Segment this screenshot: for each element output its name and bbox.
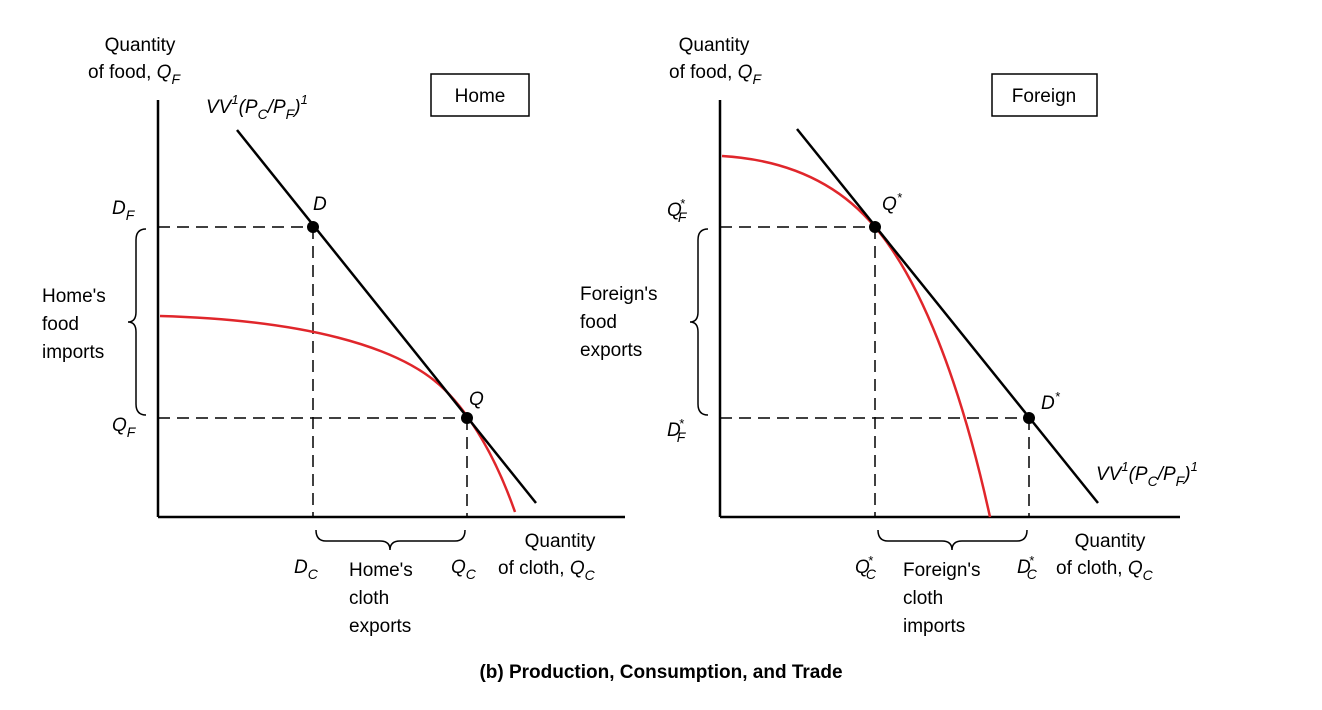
foreign-title-box [991,73,1098,117]
foreign-cloth-imports-bracket [877,529,1028,551]
foreign-point-d [1023,412,1035,424]
home-bottom-bracket-line3: exports [349,616,411,637]
home-x-axis-title-line1: Quantity [525,531,596,552]
home-title: Home [455,86,506,107]
foreign-x-axis-title-line1: Quantity [1075,531,1146,552]
home-x-axis-title-line2: of cloth, QC [498,558,596,583]
home-side-bracket-line2: food [42,314,79,335]
foreign-side-bracket-line1: Foreign's [580,284,658,305]
home-cloth-exports-bracket [315,529,466,551]
foreign-bottom-bracket-line1: Foreign's [903,560,981,581]
foreign-panel: Foreign Quantity of food, QF VV1(PC/PF)1… [580,35,1198,637]
foreign-x-axis-title-line2: of cloth, QC [1056,558,1154,583]
home-ppf-curve [159,314,517,513]
home-title-box [430,73,530,117]
figure-caption: (b) Production, Consumption, and Trade [479,662,842,683]
foreign-side-bracket-line2: food [580,312,617,333]
foreign-y-axis-title-line1: Quantity [679,35,750,56]
home-x-tick-dc: DC [294,557,319,582]
home-point-d-label: D [313,194,327,215]
home-point-d [307,221,319,233]
home-panel: Home Quantity of food, QF VV1(PC/PF)1 D … [42,35,625,637]
foreign-food-exports-bracket [689,228,709,416]
home-bottom-bracket-line2: cloth [349,588,389,609]
foreign-y-tick-qf: Q* F [667,196,688,225]
home-budget-line [236,129,537,504]
foreign-x-tick-qc: Q* C [855,553,877,582]
foreign-y-tick-df: D* F [667,416,687,445]
home-point-q [461,412,473,424]
foreign-bottom-bracket-line2: cloth [903,588,943,609]
foreign-ppf-curve [721,154,992,518]
home-bottom-bracket-line1: Home's [349,560,413,581]
home-y-axis-title-line1: Quantity [105,35,176,56]
foreign-budget-line [796,128,1099,504]
foreign-bottom-bracket-line3: imports [903,616,965,637]
home-food-imports-bracket [127,228,147,416]
foreign-x-tick-dc: D* C [1017,553,1038,582]
foreign-point-d-label: D* [1041,389,1061,414]
home-y-axis-title-line2: of food, QF [88,62,181,87]
home-y-tick-df: DF [112,198,136,223]
foreign-y-axis-title-line2: of food, QF [669,62,762,87]
home-budget-line-label: VV1(PC/PF)1 [206,92,308,122]
home-side-bracket-line1: Home's [42,286,106,307]
foreign-title: Foreign [1012,86,1076,107]
home-x-tick-qc: QC [451,557,477,582]
home-side-bracket-line3: imports [42,342,104,363]
foreign-point-q [869,221,881,233]
foreign-side-bracket-line3: exports [580,340,642,361]
home-point-q-label: Q [469,389,484,410]
foreign-point-q-label: Q* [882,190,903,215]
foreign-budget-line-label: VV1(PC/PF)1 [1096,459,1198,489]
home-y-tick-qf: QF [112,415,137,440]
